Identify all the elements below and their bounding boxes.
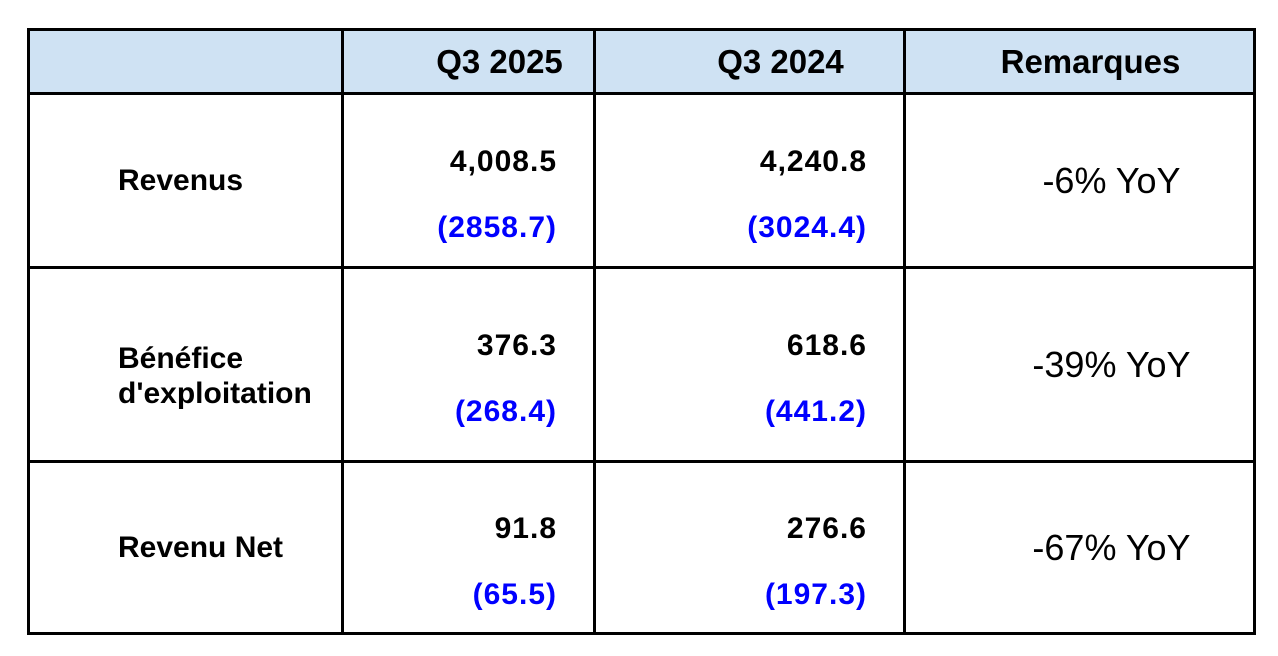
document-page: Q3 2025 Q3 2024 Remarques Revenus 4,008.… xyxy=(27,28,1256,635)
header-cell-empty xyxy=(27,28,344,95)
value-secondary: (441.2) xyxy=(764,394,867,428)
header-cell-remarques: Remarques xyxy=(903,28,1256,95)
value-cell-q3-2025: 4,008.5 (2858.7) xyxy=(341,92,596,269)
value-cell-q3-2025: 91.8 (65.5) xyxy=(341,460,596,635)
value-primary: 4,008.5 xyxy=(449,144,557,178)
metric-label: Bénéfice d'exploitation xyxy=(27,266,344,463)
table-row-revenu-net: Revenu Net 91.8 (65.5) 276.6 (197.3) -67… xyxy=(27,460,1256,635)
value-secondary: (197.3) xyxy=(764,577,867,611)
value-primary: 618.6 xyxy=(786,328,867,362)
financial-results-table: Q3 2025 Q3 2024 Remarques Revenus 4,008.… xyxy=(27,28,1256,635)
remark-cell: -67% YoY xyxy=(903,460,1256,635)
remark-cell: -6% YoY xyxy=(903,92,1256,269)
value-primary: 4,240.8 xyxy=(759,144,867,178)
value-secondary: (268.4) xyxy=(454,394,557,428)
value-cell-q3-2025: 376.3 (268.4) xyxy=(341,266,596,463)
table-row-benefice-exploitation: Bénéfice d'exploitation 376.3 (268.4) 61… xyxy=(27,266,1256,463)
header-cell-q3-2025: Q3 2025 xyxy=(341,28,596,95)
value-cell-q3-2024: 4,240.8 (3024.4) xyxy=(593,92,906,269)
value-cell-q3-2024: 276.6 (197.3) xyxy=(593,460,906,635)
remark-cell: -39% YoY xyxy=(903,266,1256,463)
header-row: Q3 2025 Q3 2024 Remarques xyxy=(27,28,1256,95)
metric-label: Revenus xyxy=(27,92,344,269)
value-primary: 376.3 xyxy=(476,328,557,362)
value-cell-q3-2024: 618.6 (441.2) xyxy=(593,266,906,463)
metric-label: Revenu Net xyxy=(27,460,344,635)
value-secondary: (2858.7) xyxy=(437,210,557,244)
value-secondary: (65.5) xyxy=(472,577,557,611)
table-row-revenus: Revenus 4,008.5 (2858.7) 4,240.8 (3024.4… xyxy=(27,92,1256,269)
value-primary: 91.8 xyxy=(494,511,557,545)
value-secondary: (3024.4) xyxy=(747,210,867,244)
value-primary: 276.6 xyxy=(786,511,867,545)
header-cell-q3-2024: Q3 2024 xyxy=(593,28,906,95)
